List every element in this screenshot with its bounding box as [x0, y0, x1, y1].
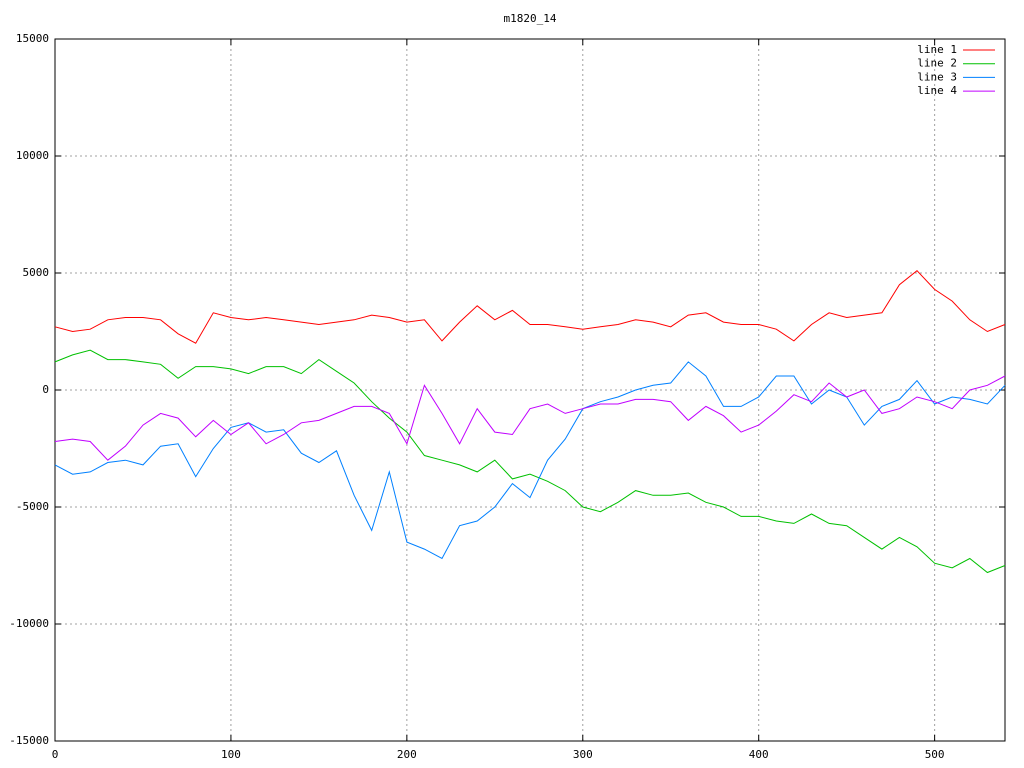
line-series — [54, 361, 1006, 560]
x-tick-label: 300 — [573, 748, 593, 761]
line-series — [54, 375, 1006, 461]
y-tick-label: -15000 — [9, 734, 49, 747]
line-series — [54, 349, 1006, 574]
legend-label: line 3 — [917, 70, 957, 83]
x-tick-label: 100 — [221, 748, 241, 761]
x-tick-label: 200 — [397, 748, 417, 761]
x-tick-label: 400 — [749, 748, 769, 761]
y-tick-label: -10000 — [9, 617, 49, 630]
x-tick-label: 0 — [52, 748, 59, 761]
legend-label: line 4 — [917, 84, 957, 97]
line-series — [54, 270, 1006, 344]
y-tick-label: 5000 — [23, 266, 50, 279]
chart-title: m1820_14 — [504, 12, 557, 25]
x-tick-label: 500 — [925, 748, 945, 761]
y-tick-label: 10000 — [16, 149, 49, 162]
y-tick-label: 15000 — [16, 32, 49, 45]
legend-label: line 2 — [917, 57, 957, 70]
y-tick-label: -5000 — [16, 500, 49, 513]
plot-frame — [54, 38, 1006, 742]
legend-label: line 1 — [917, 43, 957, 56]
y-tick-label: 0 — [42, 383, 49, 396]
